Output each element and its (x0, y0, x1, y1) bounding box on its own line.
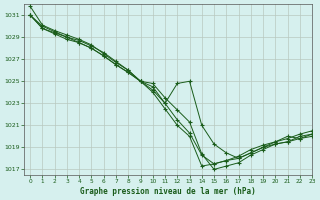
X-axis label: Graphe pression niveau de la mer (hPa): Graphe pression niveau de la mer (hPa) (80, 187, 256, 196)
